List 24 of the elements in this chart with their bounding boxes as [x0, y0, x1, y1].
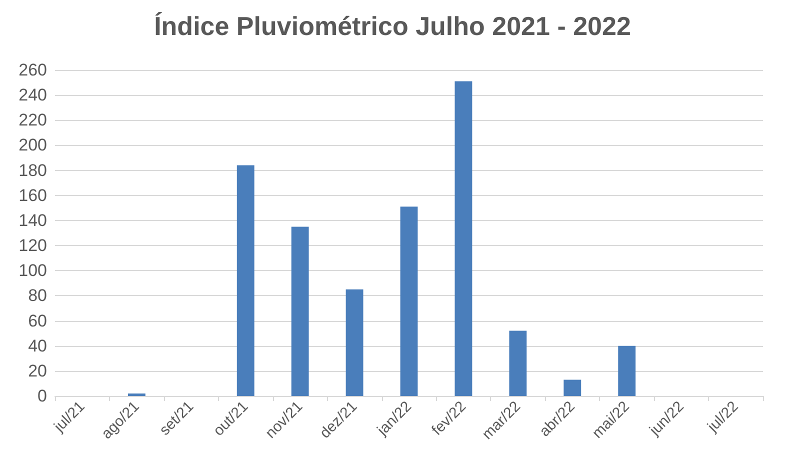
y-tick-label: 180	[18, 160, 47, 180]
chart-title: Índice Pluviométrico Julho 2021 - 2022	[154, 11, 631, 41]
bar	[618, 346, 636, 396]
bar	[509, 330, 527, 396]
bar	[291, 226, 309, 396]
bar	[400, 206, 418, 396]
y-tick-label: 100	[18, 261, 47, 280]
bar	[346, 289, 364, 396]
y-tick-label: 160	[18, 186, 47, 205]
y-tick-label: 0	[38, 386, 47, 406]
y-tick-label: 120	[18, 236, 47, 256]
y-tick-label: 80	[28, 286, 47, 306]
y-tick-label: 60	[28, 311, 47, 330]
y-tick-label: 200	[18, 136, 47, 155]
y-tick-label: 20	[28, 361, 47, 380]
y-tick-label: 140	[18, 210, 47, 230]
y-tick-label: 240	[18, 86, 47, 105]
bar	[128, 393, 146, 396]
bar	[236, 165, 254, 396]
y-tick-label: 220	[18, 110, 47, 130]
bar	[454, 81, 472, 396]
y-tick-label: 260	[18, 60, 47, 80]
y-tick-label: 40	[28, 336, 47, 356]
bar	[564, 380, 582, 396]
